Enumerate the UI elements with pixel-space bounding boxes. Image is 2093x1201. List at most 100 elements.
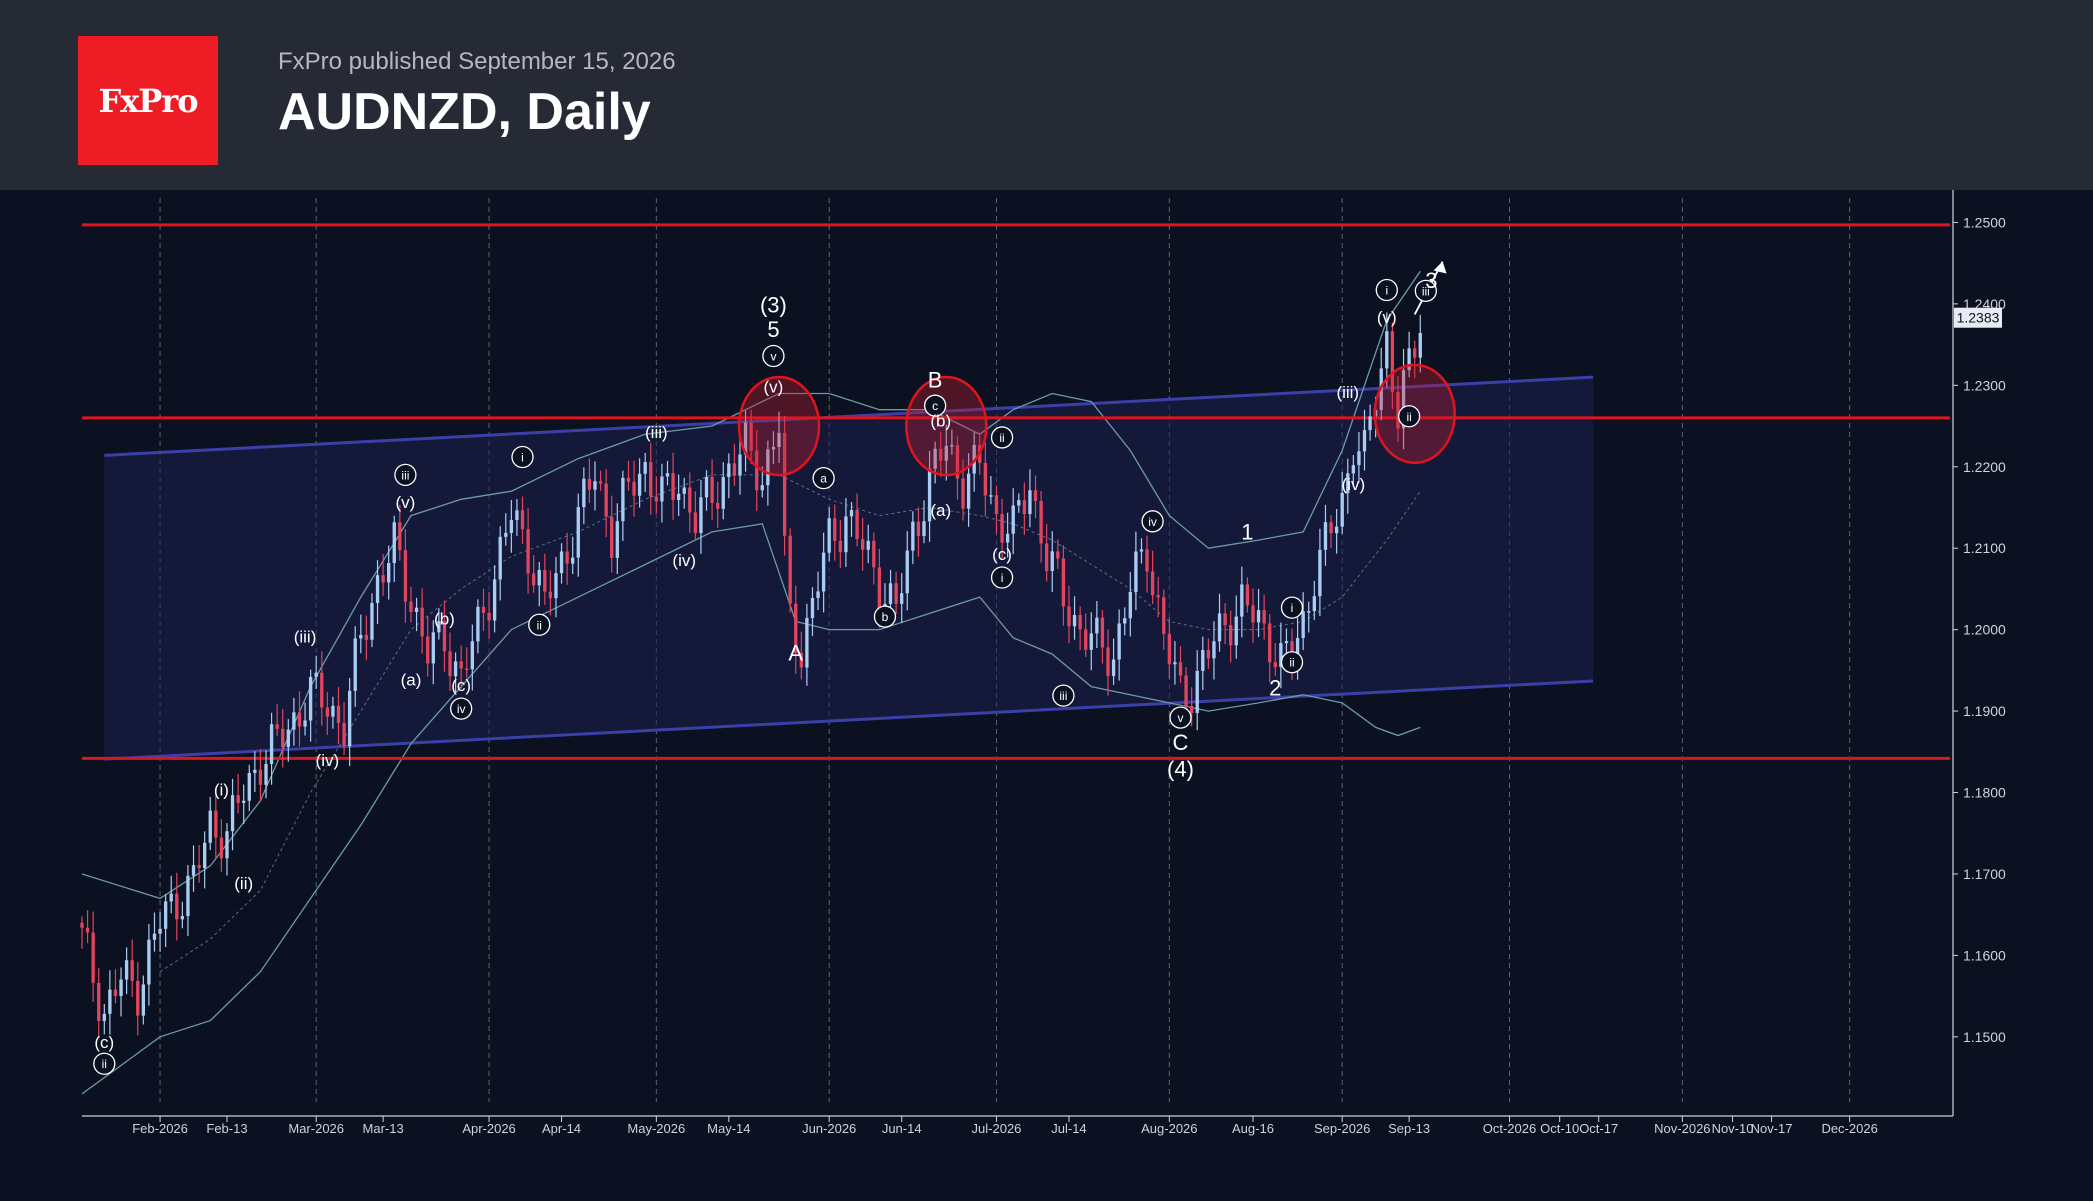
candle-body bbox=[359, 634, 363, 639]
candle-body bbox=[554, 573, 558, 599]
candle-body bbox=[833, 518, 837, 541]
chart-title: AUDNZD, Daily bbox=[278, 83, 651, 141]
candle-body bbox=[1240, 584, 1244, 617]
candle-body bbox=[108, 989, 112, 1014]
candle-body bbox=[1212, 641, 1216, 659]
candle-body bbox=[431, 632, 435, 664]
wave-label: (c) bbox=[94, 1033, 114, 1052]
time-tick-label: Nov-10 bbox=[1712, 1121, 1754, 1136]
candle-body bbox=[693, 512, 698, 534]
candle-body bbox=[113, 989, 118, 996]
candle-body bbox=[1056, 551, 1060, 559]
wave-label: ii bbox=[1289, 656, 1294, 670]
candle-body bbox=[141, 984, 146, 1016]
candle-body bbox=[649, 462, 653, 497]
candle-body bbox=[838, 540, 843, 553]
wave-label: a bbox=[820, 472, 827, 486]
candle-body bbox=[387, 563, 391, 583]
wave-label: C bbox=[1173, 730, 1189, 755]
candle-body bbox=[409, 601, 413, 613]
candle-body bbox=[766, 449, 770, 486]
wave-labels-layer: (3)5v(v) Bc(b)iia(a)(c)ibA(iii)(iv)iiiiii… bbox=[93, 268, 1438, 1075]
wave-label: 5 bbox=[767, 317, 779, 342]
wave-label: 1 bbox=[1241, 520, 1253, 545]
time-tick-label: Feb-13 bbox=[206, 1121, 247, 1136]
time-tick-label: Jun-2026 bbox=[802, 1121, 856, 1136]
candle-body bbox=[732, 463, 737, 476]
candle-body bbox=[364, 634, 369, 640]
wave-label: (b) bbox=[930, 412, 951, 431]
candle-body bbox=[1201, 650, 1205, 671]
time-tick-label: Aug-16 bbox=[1232, 1121, 1274, 1136]
candle-body bbox=[242, 800, 246, 803]
candle-body bbox=[571, 557, 575, 564]
candle-body bbox=[610, 516, 614, 558]
wave-label: B bbox=[928, 367, 943, 392]
candle-body bbox=[1128, 592, 1132, 619]
candle-body bbox=[844, 516, 848, 553]
candle-body bbox=[543, 570, 547, 592]
candle-body bbox=[922, 521, 926, 537]
candle-body bbox=[676, 493, 681, 501]
candle-body bbox=[292, 712, 296, 730]
price-tick-label: 1.1700 bbox=[1963, 866, 2006, 882]
wave-label-ring bbox=[1280, 651, 1304, 674]
candle-body bbox=[1033, 490, 1038, 502]
candle-body bbox=[147, 939, 151, 985]
wave-label-ring bbox=[511, 445, 534, 469]
candle-body bbox=[1217, 613, 1222, 642]
candle-body bbox=[331, 705, 335, 717]
candle-body bbox=[704, 476, 709, 498]
candle-body bbox=[1189, 705, 1194, 714]
wave-label-ring bbox=[1141, 510, 1164, 533]
candle-body bbox=[208, 810, 212, 843]
wave-label: 3 bbox=[1425, 268, 1437, 293]
candle-body bbox=[821, 552, 826, 592]
candle-body bbox=[1229, 625, 1233, 646]
candle-body bbox=[1407, 348, 1411, 371]
bollinger-middle-band bbox=[159, 474, 1421, 973]
candle-body bbox=[1184, 675, 1188, 706]
candle-body bbox=[1145, 549, 1149, 572]
candle-body bbox=[1195, 670, 1199, 714]
candle-body bbox=[370, 603, 374, 640]
candle-body bbox=[180, 916, 185, 920]
candle-body bbox=[1351, 465, 1356, 474]
time-tick-label: Jul-14 bbox=[1051, 1121, 1086, 1136]
time-tick-label: Mar-13 bbox=[363, 1121, 404, 1136]
candle-body bbox=[481, 606, 486, 613]
candle-body bbox=[1301, 611, 1305, 639]
time-tick-label: Apr-2026 bbox=[462, 1121, 515, 1136]
time-tick-label: Oct-2026 bbox=[1483, 1121, 1536, 1136]
wave-label: ii bbox=[102, 1057, 107, 1071]
candle-body bbox=[297, 712, 302, 727]
candle-body bbox=[152, 933, 157, 940]
candle-body bbox=[476, 606, 480, 642]
candle-body bbox=[1329, 522, 1333, 534]
published-subtitle: FxPro published September 15, 2026 bbox=[278, 48, 676, 75]
price-tick-label: 1.2300 bbox=[1963, 377, 2006, 393]
wave-label: (a) bbox=[401, 671, 422, 690]
candle-body bbox=[665, 473, 670, 477]
candle-body bbox=[1139, 549, 1144, 552]
wave-label-ring bbox=[394, 463, 417, 487]
price-tick-label: 1.2100 bbox=[1963, 540, 2006, 556]
candle-body bbox=[944, 445, 948, 461]
candle-body bbox=[91, 932, 95, 983]
candle-body bbox=[688, 487, 692, 513]
candle-body bbox=[175, 893, 179, 920]
wave-label-ring bbox=[873, 605, 897, 628]
wave-label: (a) bbox=[930, 501, 951, 520]
price-chart-svg[interactable]: (3)5v(v) Bc(b)iia(a)(c)ibA(iii)(iv)iiiiii… bbox=[0, 190, 2093, 1196]
candle-body bbox=[760, 485, 764, 491]
candle-body bbox=[392, 522, 396, 564]
levels-layer bbox=[82, 223, 1950, 760]
candle-body bbox=[699, 497, 703, 534]
wave-label: iii bbox=[1422, 284, 1430, 298]
price-tick-label: 1.2000 bbox=[1963, 622, 2006, 638]
candle-body bbox=[565, 551, 569, 564]
candle-body bbox=[682, 487, 686, 494]
candle-body bbox=[97, 982, 101, 1021]
candle-body bbox=[186, 875, 190, 917]
